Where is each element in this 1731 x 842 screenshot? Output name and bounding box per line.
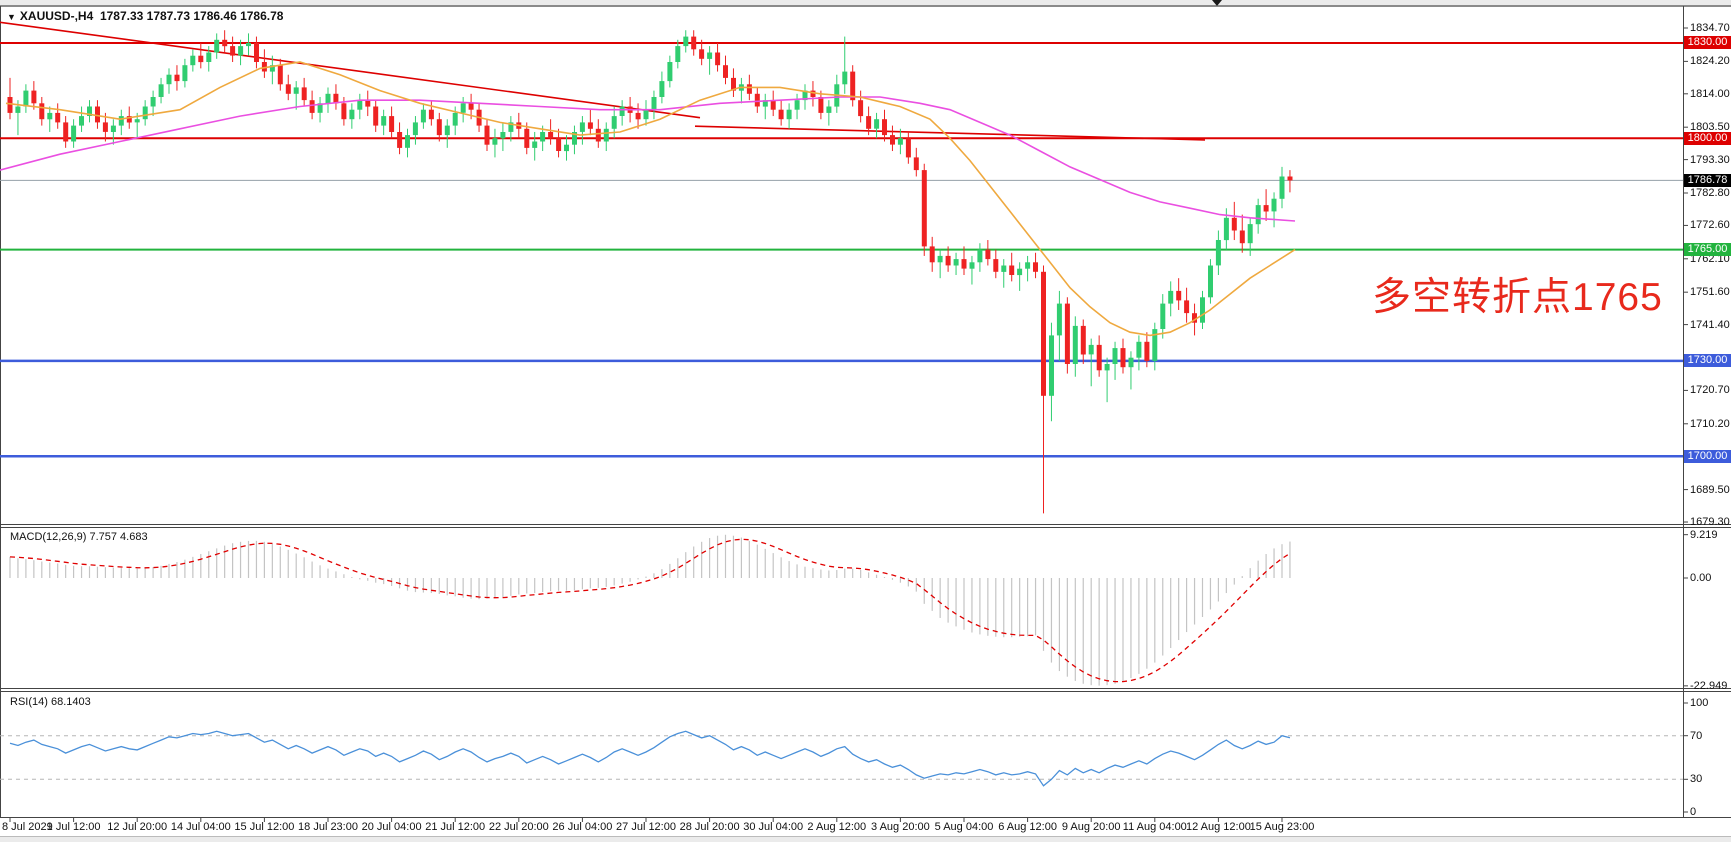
- symbol-timeframe-label: XAUUSD-,H4: [19, 9, 94, 23]
- price-line-label: 1765.00: [1684, 243, 1731, 257]
- chart-bottom-strip: [0, 836, 1731, 842]
- price-axis-tick: 1772.60: [1690, 219, 1730, 232]
- time-axis-label: 6 Aug 12:00: [998, 821, 1057, 833]
- time-axis-label: 28 Jul 20:00: [679, 821, 740, 833]
- time-axis-label: 15 Aug 23:00: [1249, 821, 1315, 833]
- price-axis-tick: 1834.70: [1690, 22, 1730, 34]
- macd-axis-tick: 0.00: [1690, 572, 1712, 584]
- time-axis-label: 30 Jul 04:00: [743, 821, 804, 833]
- price-axis-tick: 1782.80: [1690, 186, 1730, 199]
- time-axis-label: 21 Jul 12:00: [425, 821, 486, 833]
- chart-title: ▼ XAUUSD-,H4 1787.33 1787.73 1786.46 1786…: [7, 9, 283, 23]
- time-axis-label: 22 Jul 20:00: [488, 821, 549, 833]
- price-axis-tick: 1803.50: [1690, 121, 1730, 134]
- time-axis-label: 27 Jul 12:00: [616, 821, 676, 833]
- chart-top-strip: [0, 0, 1731, 6]
- annotation-text: 多空转折点1765: [1372, 276, 1663, 319]
- macd-axis-tick: -22.949: [1690, 679, 1728, 692]
- rsi-axis-tick: 0: [1690, 806, 1697, 818]
- time-axis-label: 5 Aug 04:00: [934, 821, 994, 833]
- macd-axis-tick: 9.219: [1690, 528, 1718, 541]
- rsi-indicator-label: RSI(14) 68.1403: [10, 696, 91, 708]
- price-axis-tick: 1689.50: [1690, 483, 1730, 496]
- price-line-label: 1830.00: [1684, 36, 1731, 50]
- price-axis-tick: 1751.60: [1690, 286, 1730, 299]
- time-axis-label: 9 Jul 12:00: [46, 821, 101, 833]
- price-line-label: 1730.00: [1684, 354, 1731, 368]
- time-axis-label: 20 Jul 04:00: [361, 821, 422, 833]
- price-axis-tick: 1793.30: [1690, 153, 1730, 166]
- rsi-axis-tick: 30: [1690, 773, 1703, 786]
- time-axis-label: 9 Aug 20:00: [1061, 821, 1121, 833]
- time-axis-label: 11 Aug 04:00: [1122, 821, 1187, 833]
- time-axis-label: 26 Jul 04:00: [552, 821, 613, 833]
- price-axis-tick: 1824.20: [1690, 55, 1730, 68]
- price-line-label: 1786.78: [1684, 173, 1731, 187]
- time-axis-label: 2 Aug 12:00: [807, 821, 867, 833]
- chart-shift-marker-icon[interactable]: [1212, 0, 1222, 6]
- title-spacer: [93, 9, 100, 23]
- time-axis-label: 3 Aug 20:00: [871, 821, 930, 833]
- ohlc-values: 1787.33 1787.73 1786.46 1786.78: [99, 9, 284, 23]
- price-line-label: 1800.00: [1684, 131, 1731, 145]
- price-axis-tick: 1710.20: [1690, 417, 1730, 430]
- time-axis-label: 12 Jul 20:00: [107, 821, 168, 833]
- time-axis-label: 14 Jul 04:00: [170, 821, 231, 833]
- rsi-axis-tick: 70: [1690, 729, 1703, 742]
- price-axis-tick: 1741.40: [1690, 318, 1730, 331]
- rsi-axis-tick: 100: [1690, 697, 1709, 709]
- time-axis-label: 18 Jul 23:00: [298, 821, 358, 833]
- time-axis-label: 15 Jul 12:00: [234, 821, 295, 833]
- price-line-label: 1700.00: [1684, 449, 1731, 463]
- macd-indicator-label: MACD(12,26,9) 7.757 4.683: [10, 531, 148, 543]
- time-axis-label: 8 Jul 2021: [2, 821, 53, 833]
- price-axis-tick: 1679.30: [1690, 516, 1730, 529]
- price-axis-tick: 1814.00: [1690, 87, 1730, 100]
- price-axis-tick: 1720.70: [1690, 384, 1730, 397]
- symbol-dropdown-icon[interactable]: ▼: [7, 12, 16, 22]
- time-axis-label: 12 Aug 12:00: [1185, 821, 1251, 833]
